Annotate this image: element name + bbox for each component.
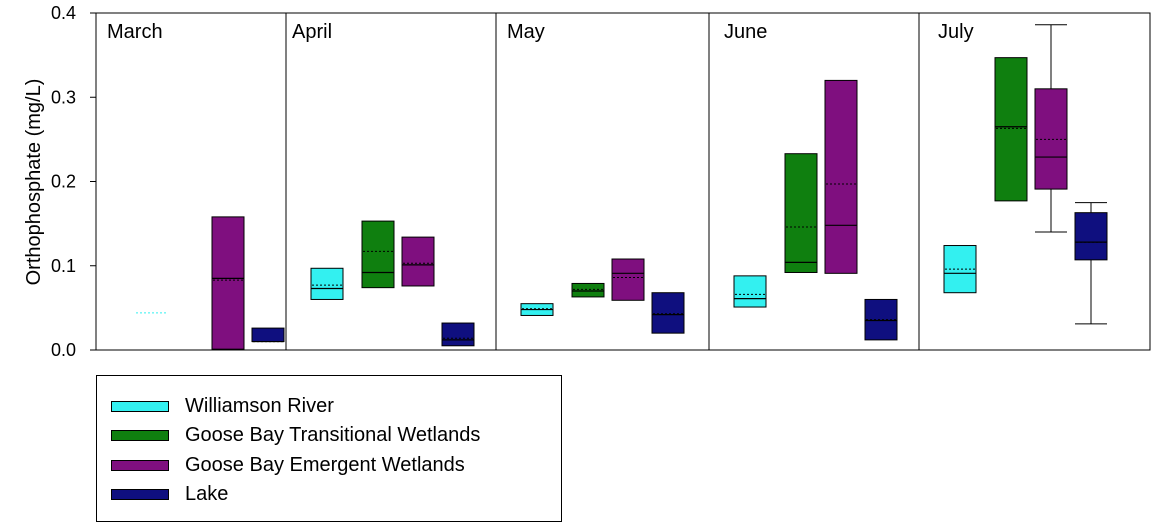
y-tick-label: 0.2 (51, 172, 76, 192)
box-lake-april (441, 322, 475, 347)
box-lake-march (251, 327, 285, 343)
panel-label-june: June (724, 21, 767, 43)
legend-label: Lake (185, 482, 229, 505)
legend: Williamson River Goose Bay Transitional W… (96, 375, 562, 522)
box-body (1074, 212, 1108, 261)
panel-label-april: April (292, 21, 332, 43)
box-lake-july (1074, 202, 1108, 325)
box-goose-bay-emergent-wetlands-march (211, 216, 245, 350)
plot-marks (136, 24, 1108, 350)
box-goose-bay-transitional-wetlands-june (784, 153, 818, 273)
box-goose-bay-transitional-wetlands-july (994, 57, 1028, 202)
box-body (571, 282, 605, 298)
box-body (361, 220, 395, 289)
box-goose-bay-emergent-wetlands-april (401, 236, 435, 287)
box-body (733, 275, 767, 308)
box-body (310, 267, 344, 300)
box-goose-bay-emergent-wetlands-may (611, 258, 645, 301)
legend-item-williamson-river: Williamson River (111, 394, 334, 418)
legend-swatch (111, 459, 169, 471)
legend-swatch (111, 429, 169, 441)
box-body (943, 245, 977, 294)
box-body (251, 327, 285, 343)
panel-label-may: May (507, 21, 545, 43)
y-tick-label: 0.1 (51, 256, 76, 276)
box-williamson-river-may (520, 303, 554, 316)
box-williamson-river-june (733, 275, 767, 308)
y-tick-label: 0.0 (51, 340, 76, 360)
legend-label: Williamson River (185, 394, 334, 417)
y-axis-label: Orthophosphate (mg/L) (23, 79, 45, 286)
legend-label: Goose Bay Emergent Wetlands (185, 453, 465, 476)
plot-axes: March April May June July 0.0 0.1 0.2 0.3 0.4 (51, 3, 1151, 360)
box-williamson-river-july (943, 245, 977, 294)
box-goose-bay-transitional-wetlands-april (361, 220, 395, 289)
panel-label-july: July (938, 21, 974, 43)
legend-swatch (111, 488, 169, 500)
box-goose-bay-emergent-wetlands-june (824, 79, 858, 274)
box-plot-chart: March April May June July 0.0 0.1 0.2 0.3 0.4 Ort… (23, 3, 1151, 360)
y-tick-label: 0.4 (51, 3, 76, 23)
box-goose-bay-transitional-wetlands-may (571, 282, 605, 298)
box-body (211, 216, 245, 350)
box-body (1034, 88, 1068, 190)
legend-label: Goose Bay Transitional Wetlands (185, 423, 481, 446)
box-body (824, 79, 858, 274)
legend-item-lake: Lake (111, 482, 228, 506)
box-goose-bay-emergent-wetlands-july (1034, 24, 1068, 233)
box-body (401, 236, 435, 287)
box-body (441, 322, 475, 347)
box-lake-may (651, 292, 685, 334)
y-tick-label: 0.3 (51, 87, 76, 107)
box-lake-june (864, 298, 898, 341)
panel-label-march: March (107, 21, 163, 43)
box-body (611, 258, 645, 301)
legend-item-goose-bay-emergent-wetlands: Goose Bay Emergent Wetlands (111, 453, 465, 477)
legend-item-goose-bay-transitional-wetlands: Goose Bay Transitional Wetlands (111, 423, 480, 447)
box-body (864, 298, 898, 341)
legend-swatch (111, 400, 169, 412)
box-body (651, 292, 685, 334)
box-williamson-river-april (310, 267, 344, 300)
box-body (784, 153, 818, 273)
box-body (994, 57, 1028, 202)
